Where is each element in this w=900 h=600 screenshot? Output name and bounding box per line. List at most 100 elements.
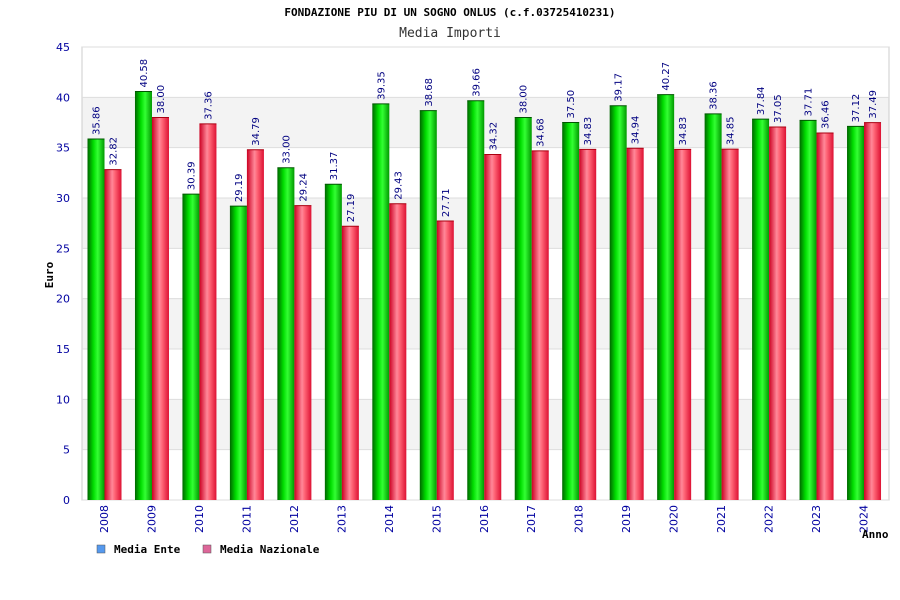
chart-subtitle: Media Importi bbox=[399, 26, 501, 41]
y-tick-label: 45 bbox=[56, 41, 70, 54]
x-tick-label: 2008 bbox=[98, 505, 111, 533]
data-label: 39.17 bbox=[614, 73, 625, 102]
bar-media-ente bbox=[799, 120, 817, 501]
bar-media-ente bbox=[467, 100, 485, 501]
data-labels: 35.86 32.82 40.58 38.00 30.39 37.36 29.19 34.79… bbox=[92, 59, 880, 222]
data-label: 37.05 bbox=[773, 94, 784, 123]
legend-label: Media Nazionale bbox=[220, 543, 320, 556]
bar-media-nazionale bbox=[389, 203, 407, 500]
x-tick-label: 2014 bbox=[383, 505, 396, 533]
x-tick-label: 2016 bbox=[478, 505, 491, 533]
data-label: 29.43 bbox=[393, 171, 404, 200]
chart-title: FONDAZIONE PIU DI UN SOGNO ONLUS (c.f.03… bbox=[284, 6, 615, 19]
data-label: 35.86 bbox=[92, 106, 103, 135]
bar-media-nazionale bbox=[769, 127, 787, 500]
bar-media-ente bbox=[324, 184, 342, 500]
bar-media-nazionale bbox=[151, 117, 169, 500]
data-label: 40.27 bbox=[661, 62, 672, 91]
data-label: 39.66 bbox=[471, 68, 482, 97]
data-label: 37.84 bbox=[756, 86, 767, 115]
x-tick-label: 2021 bbox=[715, 505, 728, 533]
x-tick-label: 2019 bbox=[620, 505, 633, 533]
data-label: 34.83 bbox=[678, 117, 689, 146]
x-tick-label: 2011 bbox=[240, 505, 253, 533]
data-label: 38.00 bbox=[156, 85, 167, 114]
bar-media-ente bbox=[847, 126, 865, 501]
plot-band bbox=[82, 47, 889, 98]
x-tick-label: 2017 bbox=[525, 505, 538, 533]
bar-media-nazionale bbox=[294, 205, 312, 500]
data-label: 34.85 bbox=[726, 117, 737, 146]
bar-media-nazionale bbox=[579, 149, 597, 501]
x-tick-label: 2024 bbox=[858, 505, 871, 533]
bar-media-ente bbox=[229, 206, 247, 501]
x-tick-label: 2018 bbox=[573, 505, 586, 533]
data-label: 34.79 bbox=[251, 117, 262, 146]
bar-media-nazionale bbox=[531, 150, 549, 500]
bar-media-nazionale bbox=[104, 169, 122, 500]
bar-media-ente bbox=[372, 103, 390, 501]
data-label: 31.37 bbox=[329, 152, 340, 181]
x-tick-label: 2009 bbox=[145, 505, 158, 533]
bar-media-nazionale bbox=[484, 154, 502, 500]
bar-media-ente bbox=[657, 94, 675, 501]
bar-media-nazionale bbox=[816, 132, 834, 500]
x-axis-ticks: 2008 2009 2010 2011 2012 2013 2014 2015 2016 2017… bbox=[98, 505, 871, 533]
bar-media-ente bbox=[87, 139, 105, 500]
bar-media-ente bbox=[609, 105, 627, 501]
bar-media-ente bbox=[752, 119, 770, 500]
data-label: 37.36 bbox=[203, 91, 214, 120]
data-label: 34.32 bbox=[488, 122, 499, 151]
legend: Media Ente Media Nazionale bbox=[96, 543, 320, 556]
data-label: 38.36 bbox=[709, 81, 720, 110]
data-label: 37.49 bbox=[868, 90, 879, 119]
bar-media-nazionale bbox=[721, 149, 739, 500]
data-label: 29.24 bbox=[298, 173, 309, 202]
data-label: 37.50 bbox=[566, 90, 577, 119]
x-tick-label: 2010 bbox=[193, 505, 206, 533]
y-tick-label: 15 bbox=[56, 343, 70, 356]
data-label: 34.83 bbox=[583, 117, 594, 146]
y-tick-label: 35 bbox=[56, 142, 70, 155]
data-label: 37.12 bbox=[851, 94, 862, 123]
y-tick-label: 0 bbox=[63, 494, 70, 507]
bar-media-nazionale bbox=[674, 149, 692, 501]
data-label: 33.00 bbox=[281, 135, 292, 164]
data-label: 36.46 bbox=[821, 100, 832, 129]
x-tick-label: 2023 bbox=[810, 505, 823, 533]
bar-media-nazionale bbox=[864, 122, 882, 500]
x-tick-label: 2022 bbox=[763, 505, 776, 533]
bar-media-ente bbox=[562, 122, 580, 500]
data-label: 27.19 bbox=[346, 194, 357, 223]
y-tick-label: 20 bbox=[56, 293, 70, 306]
data-label: 40.58 bbox=[139, 59, 150, 88]
y-tick-label: 5 bbox=[63, 444, 70, 457]
y-axis-label: Euro bbox=[43, 261, 56, 288]
data-label: 30.39 bbox=[186, 161, 197, 190]
y-axis-ticks: 0 5 10 15 20 25 30 35 40 45 bbox=[56, 41, 70, 507]
bar-media-ente bbox=[182, 194, 200, 500]
x-axis-label: Anno bbox=[862, 528, 889, 541]
bars bbox=[87, 90, 882, 501]
data-label: 39.35 bbox=[376, 71, 387, 100]
x-tick-label: 2015 bbox=[430, 505, 443, 533]
data-label: 37.71 bbox=[804, 88, 815, 117]
y-tick-label: 10 bbox=[56, 393, 70, 406]
bar-media-nazionale bbox=[436, 221, 454, 500]
bar-media-ente bbox=[704, 113, 722, 501]
data-label: 34.68 bbox=[536, 118, 547, 147]
x-tick-label: 2012 bbox=[288, 505, 301, 533]
data-label: 34.94 bbox=[631, 116, 642, 145]
data-label: 27.71 bbox=[441, 188, 452, 217]
bar-media-ente bbox=[419, 110, 437, 500]
bar-media-nazionale bbox=[246, 149, 264, 500]
y-tick-label: 25 bbox=[56, 242, 70, 255]
bar-media-nazionale bbox=[341, 226, 359, 500]
y-tick-label: 30 bbox=[56, 192, 70, 205]
x-tick-label: 2020 bbox=[668, 505, 681, 533]
y-tick-label: 40 bbox=[56, 91, 70, 104]
data-label: 32.82 bbox=[109, 137, 120, 166]
legend-label: Media Ente bbox=[114, 543, 181, 556]
data-label: 38.68 bbox=[424, 78, 435, 107]
